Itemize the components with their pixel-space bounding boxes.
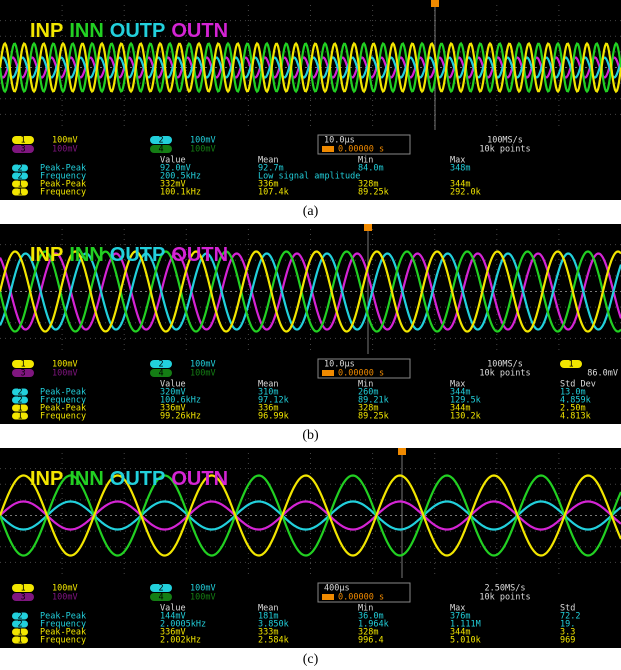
measurement-value: 5.010k <box>450 636 481 646</box>
caption: (a) <box>303 204 319 219</box>
scope-screenshot: INPINNOUTPOUTN1100mV2100mV3100mV4100mV10… <box>0 224 621 424</box>
trigger-marker <box>398 448 406 455</box>
channel-scale: 100mV <box>190 593 216 603</box>
caption: (c) <box>303 652 319 667</box>
channel-scale: 100mV <box>190 145 216 155</box>
figure: INPINNOUTPOUTN1100mV2100mV3100mV4100mV10… <box>0 0 621 670</box>
channel-scale: 100mV <box>190 369 216 379</box>
channel-id: 4 <box>158 593 163 603</box>
legend: INP INN OUTPOUTN <box>30 244 228 266</box>
channel-id: 4 <box>158 145 163 155</box>
measurement-value: 107.4k <box>258 188 289 198</box>
record-length: 10k points <box>479 593 530 603</box>
channel-scale: 100mV <box>52 593 78 603</box>
measurement-name: Frequency <box>40 636 86 646</box>
channel-id: 3 <box>20 593 25 603</box>
trigger-channel: 1 <box>568 360 573 370</box>
legend-entry: OUTN <box>171 20 228 42</box>
legend-entry: INP <box>30 244 63 266</box>
trigger-marker <box>431 0 439 7</box>
measurement-value: 4.813k <box>560 412 591 422</box>
timebase-delay: 0.00000 s <box>338 145 384 155</box>
measurement-value: 292.0k <box>450 188 481 198</box>
delay-badge <box>322 370 334 376</box>
channel-id: 4 <box>158 369 163 379</box>
record-length: 10k points <box>479 145 530 155</box>
measurement-value: 348m <box>450 164 470 174</box>
legend: INP INN OUTPOUTN <box>30 20 228 42</box>
measurement-value: 969 <box>560 636 575 646</box>
legend-entry: INN <box>69 244 103 266</box>
measurement-value: 2.002kHz <box>160 636 201 646</box>
measurement-value: 84.0m <box>358 164 384 174</box>
channel-id: 3 <box>20 369 25 379</box>
legend-entry: INP <box>30 20 63 42</box>
trigger-marker <box>364 224 372 231</box>
measurement-value: 89.25k <box>358 412 389 422</box>
measurement-value: 96.99k <box>258 412 289 422</box>
channel-scale: 100mV <box>52 145 78 155</box>
measurement-value: 130.2k <box>450 412 481 422</box>
caption: (b) <box>302 428 319 443</box>
legend-entry: INN <box>69 468 103 490</box>
legend-entry: INN <box>69 20 103 42</box>
record-length: 10k points <box>479 369 530 379</box>
row-channel: 1 <box>17 412 22 422</box>
scope-screenshot: INPINNOUTPOUTN1100mV2100mV3100mV4100mV40… <box>0 448 621 648</box>
legend-entry: OUTN <box>171 468 228 490</box>
channel-id: 3 <box>20 145 25 155</box>
measurement-value: 996.4 <box>358 636 384 646</box>
measurement-name: Frequency <box>40 188 86 198</box>
timebase-delay: 0.00000 s <box>338 369 384 379</box>
legend: INP INN OUTPOUTN <box>30 468 228 490</box>
measurement-value: 99.26kHz <box>160 412 201 422</box>
row-channel: 1 <box>17 188 22 198</box>
legend-entry: OUTP <box>110 468 166 490</box>
measurement-value: 89.25k <box>358 188 389 198</box>
channel-scale: 100mV <box>52 369 78 379</box>
legend-entry: OUTP <box>110 20 166 42</box>
measurement-name: Frequency <box>40 412 86 422</box>
measurement-value: 2.584k <box>258 636 289 646</box>
trigger-level: 86.0mV <box>587 369 618 379</box>
row-channel: 1 <box>17 636 22 646</box>
timebase-delay: 0.00000 s <box>338 593 384 603</box>
measurement-value: 100.1kHz <box>160 188 201 198</box>
legend-entry: OUTP <box>110 244 166 266</box>
legend-entry: OUTN <box>171 244 228 266</box>
legend-entry: INP <box>30 468 63 490</box>
delay-badge <box>322 594 334 600</box>
delay-badge <box>322 146 334 152</box>
